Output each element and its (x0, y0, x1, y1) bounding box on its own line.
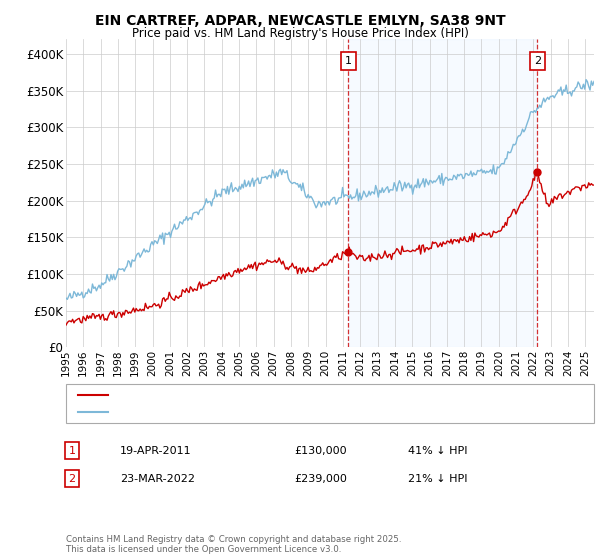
Text: £239,000: £239,000 (294, 474, 347, 484)
Text: EIN CARTREF, ADPAR, NEWCASTLE EMLYN, SA38 9NT: EIN CARTREF, ADPAR, NEWCASTLE EMLYN, SA3… (95, 14, 505, 28)
Text: 2: 2 (533, 56, 541, 66)
Text: 21% ↓ HPI: 21% ↓ HPI (408, 474, 467, 484)
Text: 19-APR-2011: 19-APR-2011 (120, 446, 191, 456)
Text: 23-MAR-2022: 23-MAR-2022 (120, 474, 195, 484)
Text: 41% ↓ HPI: 41% ↓ HPI (408, 446, 467, 456)
Text: EIN CARTREF, ADPAR, NEWCASTLE EMLYN, SA38 9NT (detached house): EIN CARTREF, ADPAR, NEWCASTLE EMLYN, SA3… (114, 390, 468, 400)
Text: 2: 2 (68, 474, 76, 484)
Text: 1: 1 (344, 56, 352, 66)
Text: 1: 1 (68, 446, 76, 456)
Text: Price paid vs. HM Land Registry's House Price Index (HPI): Price paid vs. HM Land Registry's House … (131, 27, 469, 40)
Text: HPI: Average price, detached house, Ceredigion: HPI: Average price, detached house, Cere… (114, 407, 352, 417)
Bar (348, 39, 537, 347)
Text: Contains HM Land Registry data © Crown copyright and database right 2025.
This d: Contains HM Land Registry data © Crown c… (66, 535, 401, 554)
Text: £130,000: £130,000 (294, 446, 347, 456)
